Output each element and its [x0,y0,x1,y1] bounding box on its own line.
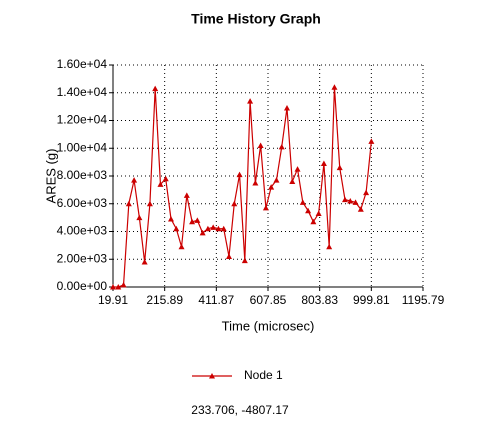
x-tick-label: 803.83 [301,293,338,307]
point-marker [352,199,359,205]
x-tick-label: 19.91 [98,293,128,307]
point-marker [341,196,348,203]
point-marker [310,218,317,225]
point-marker [315,210,322,216]
point-marker [162,175,169,182]
point-marker [178,243,185,250]
x-tick-label: 999.81 [353,293,390,307]
point-marker [115,284,122,290]
point-marker [331,84,338,90]
legend-marker [209,373,215,379]
point-marker [357,206,364,212]
x-tick-label: 411.87 [198,293,234,307]
point-marker [194,217,201,223]
point-marker [283,105,290,111]
point-marker [110,284,116,290]
point-marker [347,197,354,204]
point-marker [262,204,269,211]
legend-label: Node 1 [244,368,283,382]
point-marker [120,281,127,288]
x-tick-label: 1195.79 [402,293,445,307]
point-marker [136,214,143,221]
point-marker [368,138,375,144]
x-tick-label: 607.85 [250,293,287,307]
cursor-readout: 233.706, -4807.17 [191,403,289,417]
point-marker [157,181,164,187]
point-marker [252,179,259,186]
point-marker [225,253,232,259]
point-marker [146,200,153,207]
y-tick-label: 1.60e+04 [57,57,108,71]
point-marker [305,207,312,214]
point-marker [199,229,206,236]
point-marker [257,142,264,148]
point-marker [241,257,248,264]
point-marker [326,243,333,250]
point-marker [268,184,275,190]
y-tick-label: 4.00e+03 [57,224,108,238]
point-marker [183,192,190,198]
point-marker [289,178,296,185]
point-marker [125,200,132,207]
point-marker [220,225,227,232]
point-marker [236,171,243,178]
point-marker [152,85,159,92]
point-marker [320,160,327,167]
chart-title: Time History Graph [191,11,321,27]
y-tick-label: 1.40e+04 [57,85,108,99]
point-marker [189,218,196,225]
y-tick-label: 1.20e+04 [57,113,108,127]
point-marker [294,166,301,172]
point-marker [215,225,222,232]
point-marker [204,225,211,232]
point-marker [231,200,238,207]
point-marker [299,199,306,205]
y-axis-label: ARES (g) [43,149,58,204]
point-marker [141,259,148,265]
point-marker [363,189,370,196]
y-tick-label: 2.00e+03 [57,251,108,265]
y-tick-label: 6.00e+03 [57,196,108,210]
point-marker [131,177,138,183]
y-tick-label: 1.00e+04 [57,140,108,154]
point-marker [336,164,343,171]
point-marker [278,143,285,150]
y-tick-label: 8.00e+03 [57,168,108,182]
x-axis-label: Time (microsec) [222,318,315,333]
point-marker [173,225,180,232]
y-tick-label: 0.00e+00 [57,279,108,293]
x-tick-label: 215.89 [146,293,183,307]
point-marker [210,224,217,230]
point-marker [273,177,280,183]
series-line [113,87,372,288]
point-marker [167,216,174,222]
point-marker [247,98,254,104]
